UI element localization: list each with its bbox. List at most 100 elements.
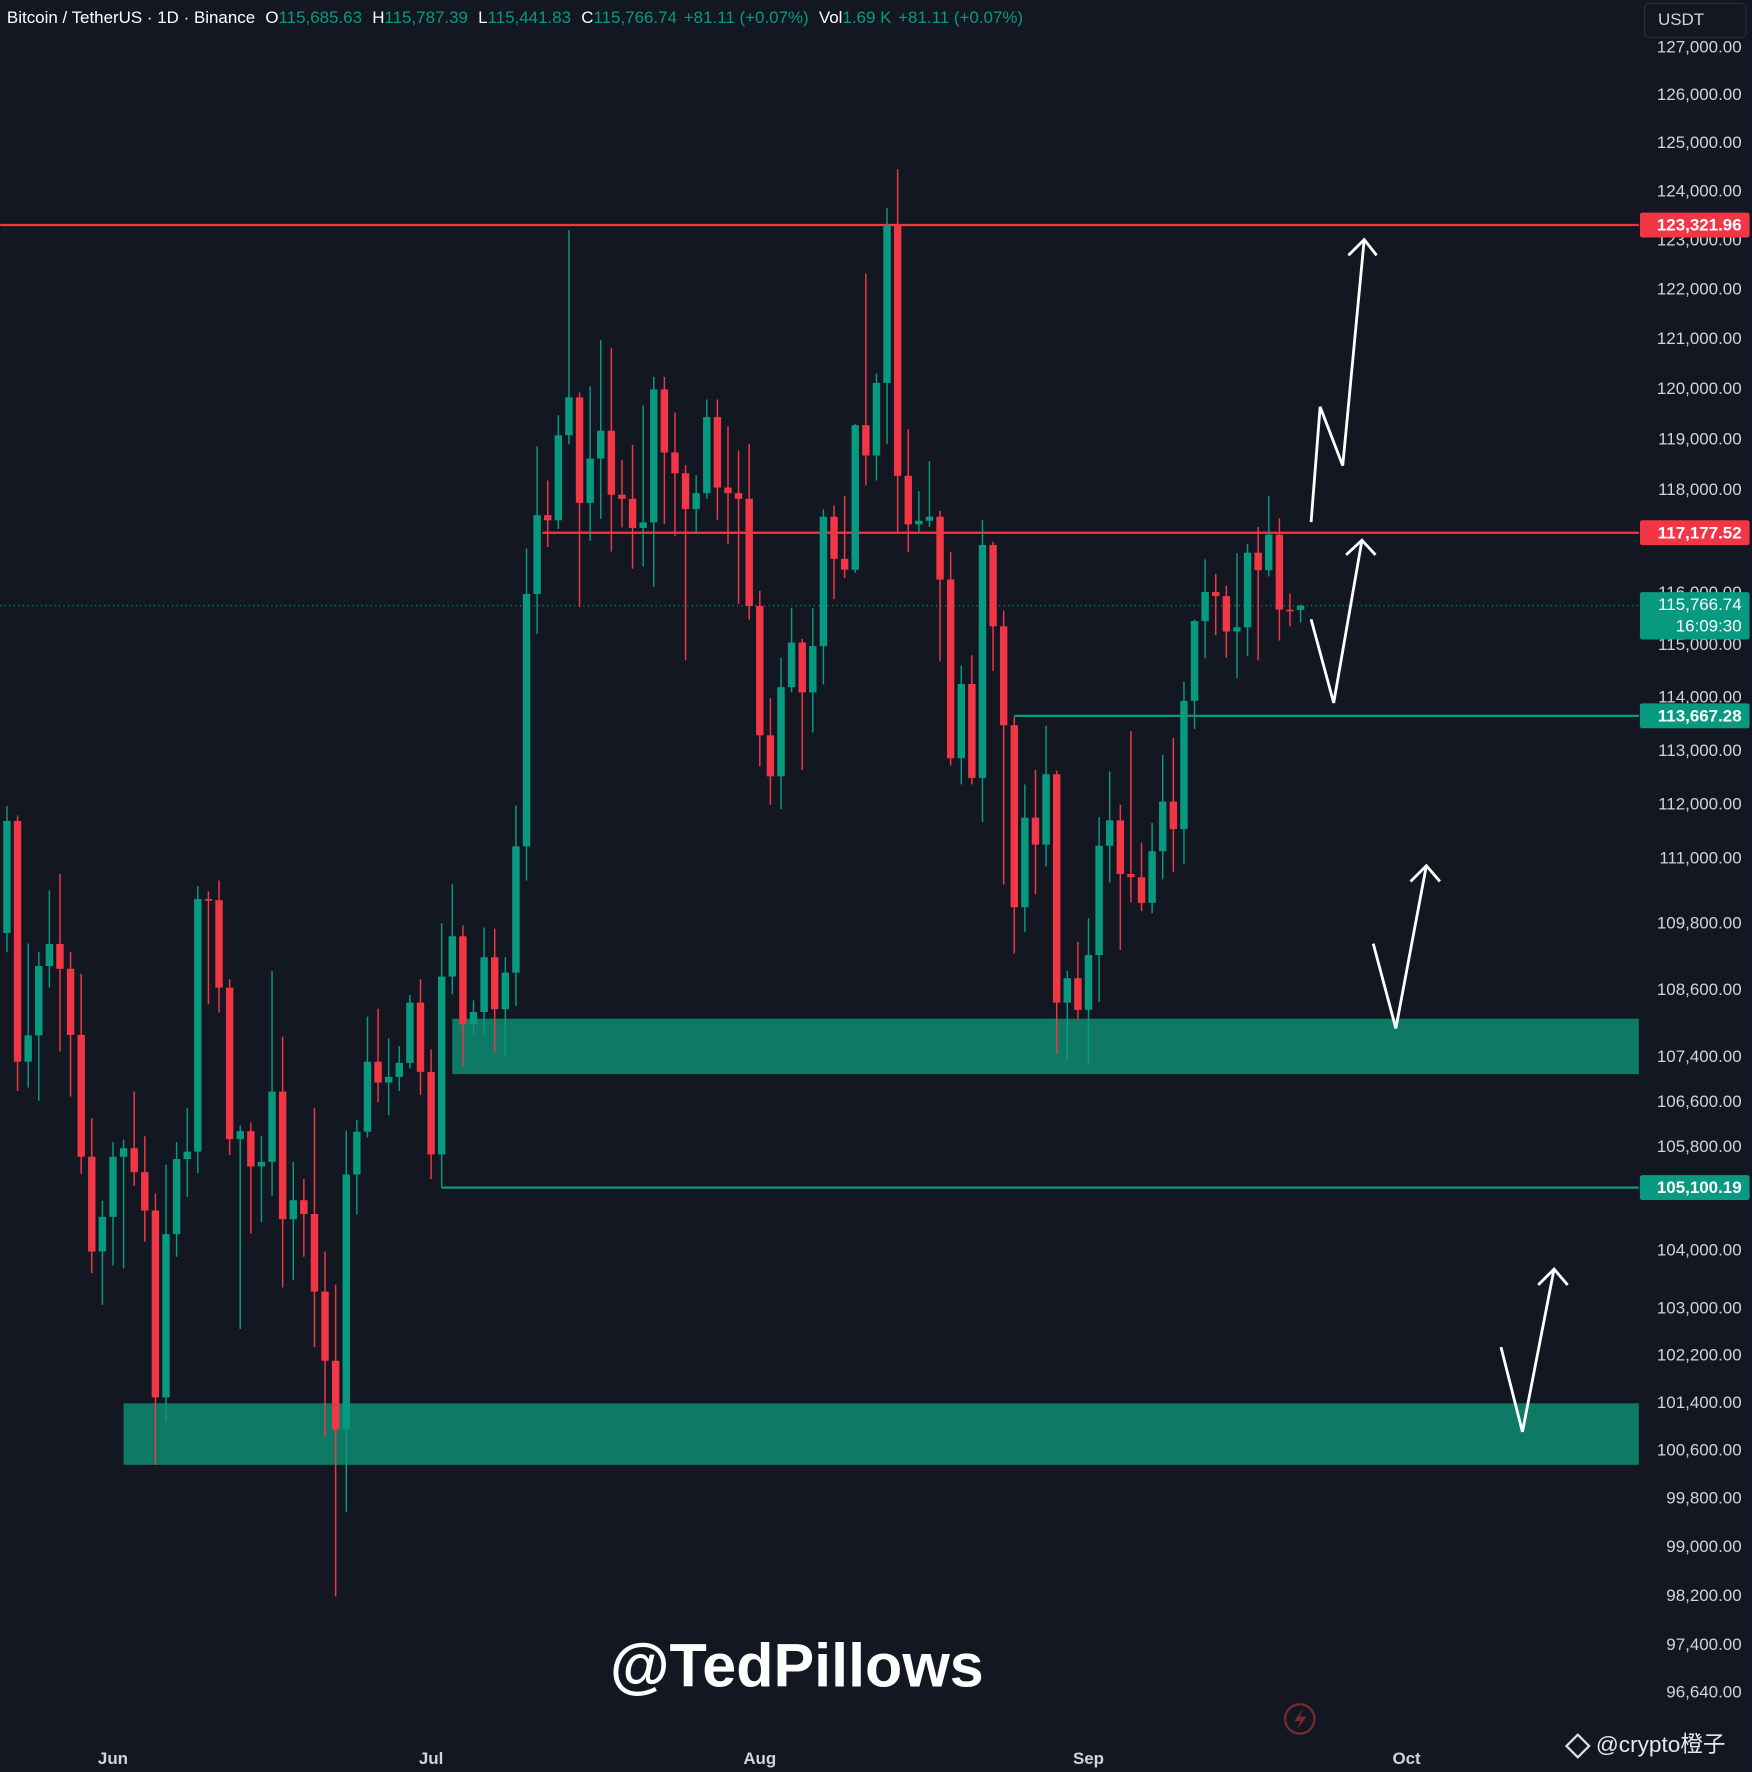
legend-key: H — [372, 9, 384, 28]
candle-body — [491, 957, 499, 1010]
alert-icon-bolt — [1294, 1708, 1307, 1731]
x-tick-label: Oct — [1392, 1749, 1421, 1768]
y-tick-label: 113,000.00 — [1658, 741, 1742, 760]
y-tick-label: 112,000.00 — [1658, 794, 1742, 813]
zone — [123, 1403, 1639, 1465]
candle-body — [999, 626, 1008, 726]
candle-body — [469, 1012, 478, 1025]
y-tick-label: 107,400.00 — [1657, 1047, 1742, 1066]
arrow — [1499, 1268, 1556, 1433]
candle-body — [851, 425, 859, 570]
symbol: Bitcoin / TetherUS · 1D · Binance — [7, 9, 255, 28]
candle-body — [236, 1131, 244, 1140]
currency-box[interactable] — [1643, 2, 1747, 38]
candle-body — [321, 1291, 329, 1361]
candle-body — [522, 594, 531, 847]
candle-body — [586, 458, 594, 503]
candle-body — [342, 1174, 350, 1430]
candle-body — [533, 515, 541, 595]
candle-body — [681, 473, 690, 510]
candle-body — [3, 820, 11, 933]
price-badge-label: 105,100.19 — [1657, 1178, 1742, 1197]
candle-body — [777, 687, 785, 777]
candle-body — [819, 516, 828, 647]
y-tick-label: 109,800.00 — [1657, 914, 1742, 933]
y-tick-label: 97,400.00 — [1666, 1635, 1741, 1654]
candle-body — [1275, 534, 1284, 610]
y-tick-label: 102,200.00 — [1657, 1346, 1742, 1365]
candle-body — [1084, 955, 1093, 1010]
candle-body — [1159, 801, 1167, 852]
price-badge-label: 117,177.52 — [1658, 523, 1742, 542]
legend-value: 115,441.83 — [488, 9, 572, 28]
y-tick-label: 119,000.00 — [1658, 429, 1742, 448]
x-tick-label: Jun — [98, 1749, 128, 1768]
arrow-head — [1537, 1267, 1569, 1286]
candle-body — [756, 605, 764, 736]
volume-value: 1.69 K — [842, 9, 892, 28]
arrow-head — [1409, 863, 1441, 883]
candle-body — [713, 417, 722, 488]
candle-body — [172, 1159, 181, 1235]
logo — [1564, 1733, 1591, 1759]
candle-body — [183, 1151, 191, 1160]
y-tick-label: 101,400.00 — [1657, 1393, 1742, 1412]
candle-body — [703, 417, 711, 494]
candle-body — [787, 642, 796, 688]
candle-body — [45, 943, 54, 967]
y-tick-label: 118,000.00 — [1658, 480, 1742, 499]
candle-body — [353, 1131, 361, 1175]
candle-body — [35, 966, 43, 1036]
y-tick-label: 99,800.00 — [1666, 1489, 1741, 1508]
candle-body — [1074, 978, 1082, 1010]
candle-body — [289, 1200, 297, 1220]
legend-change: +81.11 (+0.07%) — [684, 9, 809, 28]
y-tick-label: 114,000.00 — [1658, 688, 1742, 707]
y-tick-label: 105,800.00 — [1657, 1137, 1742, 1156]
candle-body — [618, 494, 626, 499]
candle-body — [459, 936, 467, 1025]
y-tick-label: 104,000.00 — [1657, 1240, 1742, 1259]
candle-body — [384, 1076, 393, 1083]
candle-body — [607, 430, 616, 495]
candle-body — [883, 225, 891, 383]
candle-body — [671, 452, 679, 474]
price-badge-label: 123,321.96 — [1657, 216, 1742, 235]
candle-body — [544, 515, 552, 521]
candle-body — [554, 435, 563, 521]
candle-body — [1201, 591, 1209, 622]
candle-body — [1137, 877, 1146, 903]
candle-body — [628, 498, 637, 528]
candle-body — [745, 498, 753, 606]
candle-body — [692, 493, 700, 510]
candle-body — [1021, 817, 1029, 908]
x-tick-label: Jul — [419, 1749, 443, 1768]
last-price-label: 115,766.74 — [1658, 595, 1742, 614]
candle-body — [1052, 774, 1061, 1003]
price-badge — [1639, 1175, 1750, 1201]
candle-body — [395, 1062, 403, 1077]
candle-body — [1010, 725, 1018, 908]
candle-body — [427, 1071, 435, 1155]
arrow — [1309, 539, 1364, 704]
candle-body — [660, 389, 669, 453]
candle-body — [565, 397, 573, 436]
candle-body — [204, 899, 213, 901]
candle-body — [480, 957, 488, 1013]
candle-body — [448, 936, 457, 977]
candle-body — [862, 425, 870, 456]
credit: @crypto橙子 — [1596, 1732, 1726, 1757]
legend-value: 115,685.63 — [279, 9, 363, 28]
y-tick-label: 100,600.00 — [1657, 1441, 1742, 1460]
volume-change: +81.11 (+0.07%) — [898, 9, 1023, 28]
candle-body — [978, 544, 987, 778]
candle-body — [1233, 627, 1241, 632]
candle-body — [639, 522, 647, 528]
y-tick-label: 127,000.00 — [1657, 38, 1742, 57]
candle-body — [501, 972, 510, 1010]
alert-icon[interactable] — [1283, 1703, 1316, 1735]
y-tick-label: 99,000.00 — [1666, 1537, 1741, 1556]
candle-body — [268, 1091, 276, 1162]
candle-body — [1105, 820, 1114, 846]
